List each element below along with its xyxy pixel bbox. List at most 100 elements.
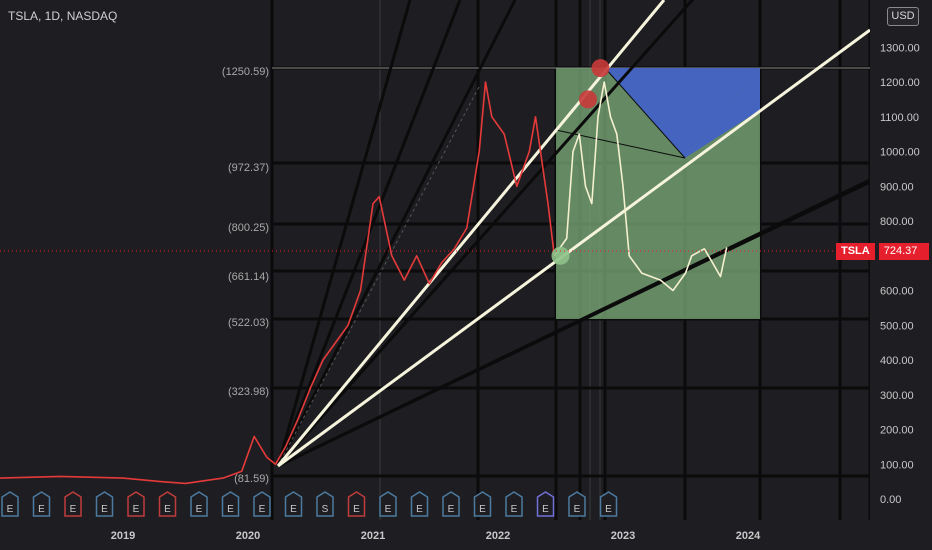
earnings-flag: E <box>64 491 82 517</box>
level-label: (522.03) <box>228 317 269 329</box>
price-tick-label: 0.00 <box>880 494 901 506</box>
ticker-title: TSLA, 1D, NASDAQ <box>8 9 118 23</box>
earnings-flag: E <box>95 491 114 517</box>
level-label: (972.37) <box>228 162 269 174</box>
time-tick-label: 2019 <box>111 530 135 542</box>
blue-triangle <box>685 68 760 158</box>
price-tick-label: 800.00 <box>880 216 914 228</box>
flag-shape <box>127 491 145 517</box>
flag-shape <box>442 491 460 517</box>
earnings-flag: E <box>599 491 618 517</box>
fan-line-black <box>276 0 412 467</box>
flag-letter: E <box>227 504 234 515</box>
earnings-flag: E <box>190 491 208 517</box>
flag-shape <box>1 491 19 517</box>
earnings-flag: E <box>32 491 51 517</box>
flag-letter: S <box>322 504 329 515</box>
time-tick-label: 2021 <box>361 530 385 542</box>
earnings-flag: E <box>347 491 366 517</box>
flag-letter: E <box>511 504 518 515</box>
flag-shape <box>379 491 397 517</box>
flag-shape <box>316 491 334 517</box>
earnings-flag: E <box>442 491 460 517</box>
price-line-red <box>0 81 556 485</box>
flag-shape <box>410 491 429 517</box>
level-label: (800.25) <box>228 222 269 234</box>
flag-shape <box>95 491 114 517</box>
flag-letter: E <box>542 504 549 515</box>
fan-line-black <box>276 0 517 467</box>
price-badge-symbol: TSLA <box>836 243 875 260</box>
price-tick-label: 300.00 <box>880 390 914 402</box>
flag-letter: E <box>70 504 77 515</box>
flag-shape <box>221 491 240 517</box>
fan-line-white <box>277 28 870 468</box>
flag-letter: E <box>164 504 171 515</box>
level-label: (323.98) <box>228 386 269 398</box>
earnings-flag: E <box>253 491 271 517</box>
earnings-flag: E <box>158 491 177 517</box>
fan-line-black <box>276 0 695 467</box>
price-tick-label: 1100.00 <box>880 112 919 124</box>
flag-letter: E <box>133 504 140 515</box>
price-tick-label: 200.00 <box>880 425 914 437</box>
time-tick-label: 2020 <box>236 530 260 542</box>
earnings-flag: E <box>505 491 523 517</box>
price-badge-value: 724.37 <box>878 243 929 260</box>
level-label: (1250.59) <box>222 66 269 78</box>
flag-letter: E <box>605 504 612 515</box>
price-tick-label: 500.00 <box>880 320 914 332</box>
price-axis[interactable]: 0.00 100.00 200.00 300.00 400.00 500.00 600.00… <box>870 0 932 520</box>
flag-letter: E <box>38 504 45 515</box>
flag-letter: E <box>479 504 486 515</box>
flag-letter: E <box>385 504 392 515</box>
flag-shape <box>599 491 618 517</box>
flag-shape <box>568 491 586 517</box>
flag-shape <box>32 491 51 517</box>
earnings-flag: E <box>536 491 555 517</box>
flag-shape <box>190 491 208 517</box>
price-tick-label: 900.00 <box>880 181 914 193</box>
price-tick-label: 1200.00 <box>880 77 920 89</box>
fan-line-white <box>276 0 666 467</box>
flag-shape <box>473 491 492 517</box>
flag-shape <box>536 491 555 517</box>
earnings-flag: E <box>473 491 492 517</box>
green-marker <box>551 246 570 265</box>
flag-letter: E <box>290 504 297 515</box>
red-marker <box>591 59 610 78</box>
flag-letter: E <box>7 504 14 515</box>
flag-letter: E <box>353 504 360 515</box>
price-tick-label: 100.00 <box>880 459 914 471</box>
earnings-flag: E <box>410 491 429 517</box>
time-tick-label: 2023 <box>611 530 635 542</box>
flag-shape <box>253 491 271 517</box>
price-tick-label: 600.00 <box>880 286 914 298</box>
flag-letter: E <box>574 504 581 515</box>
level-label: (661.14) <box>228 271 269 283</box>
flag-letter: E <box>196 504 203 515</box>
flag-letter: E <box>448 504 455 515</box>
earnings-flag: E <box>379 491 397 517</box>
earnings-flag: E <box>1 491 19 517</box>
flag-shape <box>347 491 366 517</box>
fan-line-black <box>277 178 870 468</box>
box-line <box>555 129 686 159</box>
flag-letter: E <box>416 504 423 515</box>
time-axis[interactable]: 2019 2020 2021 2022 2023 2024 <box>0 520 932 550</box>
earnings-flag: E <box>568 491 586 517</box>
red-marker <box>579 90 597 109</box>
time-axis-bg <box>0 520 932 550</box>
flag-shape <box>158 491 177 517</box>
price-tick-label: 1000.00 <box>880 147 920 159</box>
currency-button[interactable]: USD <box>887 7 919 26</box>
flag-shape <box>505 491 523 517</box>
flag-letter: E <box>259 504 266 515</box>
flag-shape <box>284 491 303 517</box>
earnings-flag: S <box>316 491 334 517</box>
time-tick-label: 2024 <box>736 530 761 542</box>
price-tick-label: 1300.00 <box>880 42 920 54</box>
price-tick-label: 400.00 <box>880 355 914 367</box>
earnings-flag: E <box>221 491 240 517</box>
